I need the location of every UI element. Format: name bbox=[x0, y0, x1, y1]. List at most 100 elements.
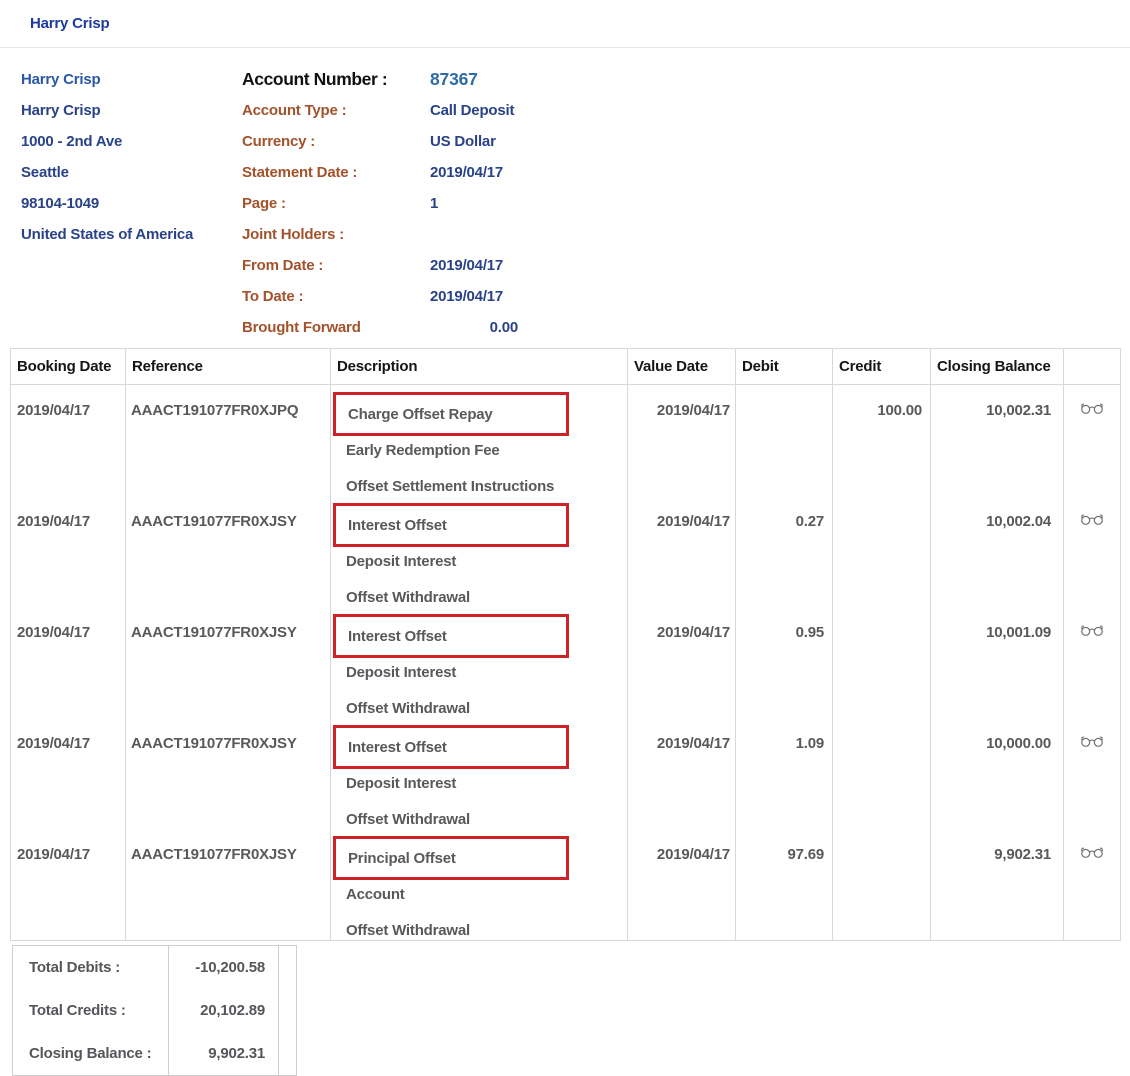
table-row: 2019/04/17 AAACT191077FR0XJPQ Charge Off… bbox=[10, 384, 1121, 496]
value-date-cell: 2019/04/17 bbox=[627, 829, 736, 941]
credit-cell bbox=[832, 718, 931, 829]
field-label: To Date : bbox=[242, 288, 304, 305]
account-field-row: To Date : 2019/04/17 bbox=[242, 281, 1130, 312]
total-label: Total Credits : bbox=[13, 989, 169, 1032]
total-filler bbox=[279, 989, 296, 1032]
actions-cell bbox=[1063, 384, 1121, 496]
address-line: Seattle bbox=[21, 164, 69, 181]
debit-cell: 0.95 bbox=[735, 607, 833, 718]
account-number-row: Account Number : 87367 bbox=[242, 64, 1130, 95]
description-cell: Interest Offset Deposit Interest Offset … bbox=[330, 718, 628, 829]
field-value: US Dollar bbox=[430, 133, 496, 150]
address-line: United States of America bbox=[21, 226, 194, 243]
field-value: Call Deposit bbox=[430, 102, 515, 119]
description-line: Account bbox=[346, 886, 405, 903]
column-header-value-date: Value Date bbox=[627, 348, 736, 385]
description-highlight-text: Interest Offset bbox=[348, 516, 447, 534]
description-cell: Charge Offset Repay Early Redemption Fee… bbox=[330, 384, 628, 496]
total-filler bbox=[279, 946, 296, 989]
view-details-glasses-icon[interactable] bbox=[1080, 511, 1104, 526]
table-header-row: Booking Date Reference Description Value… bbox=[10, 348, 1121, 385]
view-details-glasses-icon[interactable] bbox=[1080, 622, 1104, 637]
description-highlight-box: Interest Offset bbox=[333, 614, 569, 658]
reference-cell: AAACT191077FR0XJSY bbox=[125, 718, 331, 829]
table-row: 2019/04/17 AAACT191077FR0XJSY Interest O… bbox=[10, 496, 1121, 607]
column-header-credit: Credit bbox=[832, 348, 931, 385]
column-header-description: Description bbox=[330, 348, 628, 385]
account-field-row: Joint Holders : bbox=[242, 219, 1130, 250]
field-value: 1 bbox=[430, 195, 439, 212]
description-line: Offset Withdrawal bbox=[346, 922, 470, 939]
closing-balance-cell: 10,002.04 bbox=[930, 496, 1064, 607]
closing-balance-cell: 9,902.31 bbox=[930, 829, 1064, 941]
field-value bbox=[430, 219, 518, 250]
field-value: 2019/04/17 bbox=[430, 257, 504, 274]
view-details-glasses-icon[interactable] bbox=[1080, 733, 1104, 748]
credit-cell bbox=[832, 607, 931, 718]
closing-balance-cell: 10,002.31 bbox=[930, 384, 1064, 496]
credit-cell: 100.00 bbox=[832, 384, 931, 496]
reference-cell: AAACT191077FR0XJPQ bbox=[125, 384, 331, 496]
description-cell: Interest Offset Deposit Interest Offset … bbox=[330, 607, 628, 718]
field-label: Page : bbox=[242, 195, 286, 212]
debit-cell bbox=[735, 384, 833, 496]
column-header-debit: Debit bbox=[735, 348, 833, 385]
field-label: Account Type : bbox=[242, 102, 347, 119]
reference-cell: AAACT191077FR0XJSY bbox=[125, 829, 331, 941]
booking-date-cell: 2019/04/17 bbox=[10, 384, 126, 496]
description-line: Early Redemption Fee bbox=[346, 442, 500, 459]
total-value: 20,102.89 bbox=[169, 989, 279, 1032]
customer-address-block: Harry Crisp Harry Crisp 1000 - 2nd Ave S… bbox=[21, 64, 242, 343]
description-cell: Principal Offset Account Offset Withdraw… bbox=[330, 829, 628, 941]
address-line: 1000 - 2nd Ave bbox=[21, 133, 123, 150]
description-line: Deposit Interest bbox=[346, 664, 457, 681]
actions-cell bbox=[1063, 718, 1121, 829]
description-highlight-box: Principal Offset bbox=[333, 836, 569, 880]
debit-cell: 1.09 bbox=[735, 718, 833, 829]
closing-balance-cell: 10,001.09 bbox=[930, 607, 1064, 718]
total-row: Total Credits : 20,102.89 bbox=[13, 989, 296, 1032]
page-header-bar: Harry Crisp bbox=[0, 0, 1130, 48]
account-field-row: Page : 1 bbox=[242, 188, 1130, 219]
total-label: Total Debits : bbox=[13, 946, 169, 989]
description-line: Offset Withdrawal bbox=[346, 700, 470, 717]
totals-box: Total Debits : -10,200.58 Total Credits … bbox=[12, 945, 297, 1076]
debit-cell: 97.69 bbox=[735, 829, 833, 941]
actions-cell bbox=[1063, 496, 1121, 607]
description-line: Offset Settlement Instructions bbox=[346, 478, 555, 495]
actions-cell bbox=[1063, 829, 1121, 941]
table-row: 2019/04/17 AAACT191077FR0XJSY Interest O… bbox=[10, 718, 1121, 829]
description-line: Deposit Interest bbox=[346, 553, 457, 570]
account-details-block: Account Number : 87367 Account Type : Ca… bbox=[242, 64, 1130, 343]
description-highlight-text: Principal Offset bbox=[348, 849, 456, 867]
view-details-glasses-icon[interactable] bbox=[1080, 844, 1104, 859]
description-highlight-text: Interest Offset bbox=[348, 627, 447, 645]
address-line: 98104-1049 bbox=[21, 195, 100, 212]
total-value: -10,200.58 bbox=[169, 946, 279, 989]
value-date-cell: 2019/04/17 bbox=[627, 718, 736, 829]
value-date-cell: 2019/04/17 bbox=[627, 496, 736, 607]
reference-cell: AAACT191077FR0XJSY bbox=[125, 496, 331, 607]
field-label: Currency : bbox=[242, 133, 316, 150]
booking-date-cell: 2019/04/17 bbox=[10, 718, 126, 829]
account-field-row: From Date : 2019/04/17 bbox=[242, 250, 1130, 281]
field-value: 0.00 bbox=[489, 319, 519, 336]
description-highlight-box: Charge Offset Repay bbox=[333, 392, 569, 436]
credit-cell bbox=[832, 496, 931, 607]
address-line: Harry Crisp bbox=[21, 71, 101, 88]
account-field-row: Account Type : Call Deposit bbox=[242, 95, 1130, 126]
page-title: Harry Crisp bbox=[30, 15, 110, 32]
transactions-table: Booking Date Reference Description Value… bbox=[10, 348, 1121, 941]
column-header-booking-date: Booking Date bbox=[10, 348, 126, 385]
description-line: Deposit Interest bbox=[346, 775, 457, 792]
field-label: Brought Forward bbox=[242, 319, 361, 336]
actions-cell bbox=[1063, 607, 1121, 718]
account-field-row: Brought Forward 0.00 bbox=[242, 312, 1130, 343]
value-date-cell: 2019/04/17 bbox=[627, 384, 736, 496]
description-line: Offset Withdrawal bbox=[346, 811, 470, 828]
description-highlight-text: Charge Offset Repay bbox=[348, 405, 493, 423]
view-details-glasses-icon[interactable] bbox=[1080, 400, 1104, 415]
account-field-row: Currency : US Dollar bbox=[242, 126, 1130, 157]
account-number-label: Account Number : bbox=[242, 69, 388, 89]
table-row: 2019/04/17 AAACT191077FR0XJSY Principal … bbox=[10, 829, 1121, 941]
